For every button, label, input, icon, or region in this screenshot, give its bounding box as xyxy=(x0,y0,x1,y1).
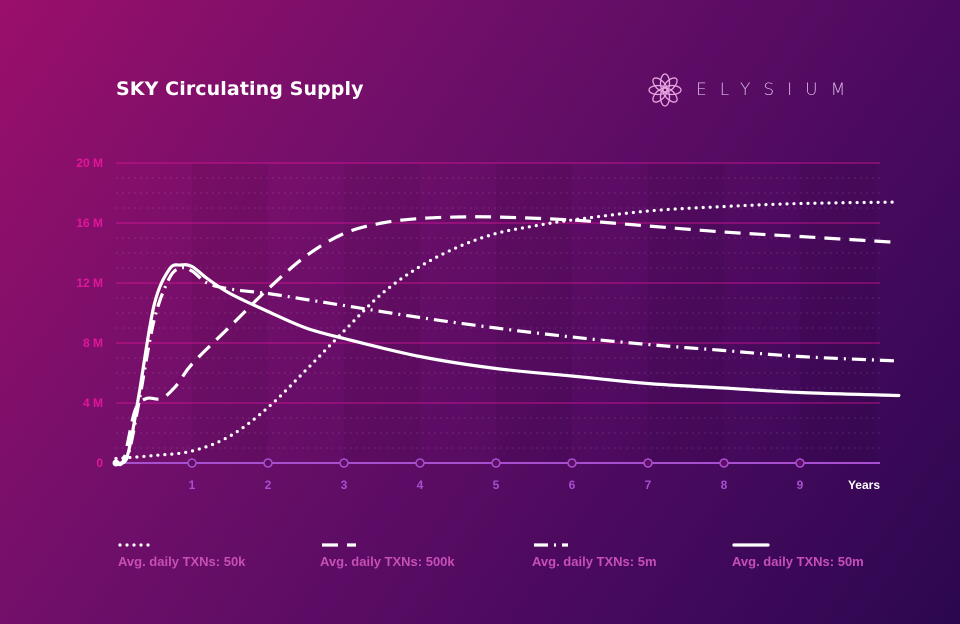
y-tick-label: 4 M xyxy=(83,396,103,410)
legend-item: Avg. daily TXNs: 50k xyxy=(118,534,245,569)
x-tick-label: 2 xyxy=(265,478,272,492)
year-band xyxy=(496,163,572,463)
x-tick-label: 1 xyxy=(189,478,196,492)
x-tick-label: 8 xyxy=(721,478,728,492)
x-tick-label: 9 xyxy=(797,478,804,492)
x-tick-label: 3 xyxy=(341,478,348,492)
legend-label: Avg. daily TXNs: 50m xyxy=(732,554,864,569)
y-tick-label: 12 M xyxy=(76,276,103,290)
year-band xyxy=(800,163,876,463)
grid-lines xyxy=(116,162,880,449)
year-band xyxy=(648,163,724,463)
x-tick-marker xyxy=(263,458,273,468)
legend-swatch xyxy=(732,543,770,547)
x-tick-marker xyxy=(491,458,501,468)
y-tick-label: 0 xyxy=(96,456,103,470)
legend-item: Avg. daily TXNs: 500k xyxy=(320,534,455,569)
y-tick-label: 16 M xyxy=(76,216,103,230)
series-line-4 xyxy=(114,263,901,465)
swirl-logo-icon xyxy=(648,73,682,107)
x-tick-marker xyxy=(719,458,729,468)
x-tick-label: 4 xyxy=(417,478,424,492)
x-tick-marker xyxy=(643,458,653,468)
legend-swatch xyxy=(322,543,356,547)
origin-point xyxy=(112,459,120,467)
legend-label: Avg. daily TXNs: 5m xyxy=(532,554,657,569)
y-tick-label: 8 M xyxy=(83,336,103,350)
legend-item: Avg. daily TXNs: 5m xyxy=(532,534,657,569)
x-tick-label: 6 xyxy=(569,478,576,492)
legend-item: Avg. daily TXNs: 50m xyxy=(732,534,864,569)
x-tick-marker xyxy=(415,458,425,468)
legend-swatch xyxy=(118,543,156,547)
series-lines xyxy=(112,200,901,467)
chart-title: SKY Circulating Supply xyxy=(116,78,364,100)
background-bands xyxy=(192,163,876,463)
x-tick-marker xyxy=(795,458,805,468)
legend-label: Avg. daily TXNs: 50k xyxy=(118,554,246,569)
series-line-3 xyxy=(115,266,899,465)
y-axis-labels: 0 4 M 8 M 12 M 16 M 20 M xyxy=(76,156,103,470)
brand-name: ELYSIUM xyxy=(696,80,859,100)
x-tick-marker xyxy=(567,458,577,468)
x-axis: 1 2 3 4 5 6 7 8 9 Years xyxy=(116,458,880,492)
x-tick-label: 7 xyxy=(645,478,652,492)
x-tick-marker xyxy=(339,458,349,468)
y-tick-label: 20 M xyxy=(76,156,103,170)
legend-swatch xyxy=(534,543,568,547)
series-line-2 xyxy=(115,215,899,467)
x-tick-label: 5 xyxy=(493,478,500,492)
year-band xyxy=(192,163,268,463)
x-tick-marker xyxy=(187,458,197,468)
brand: ELYSIUM xyxy=(648,72,858,108)
legend-label: Avg. daily TXNs: 500k xyxy=(320,554,455,569)
x-axis-title: Years xyxy=(848,478,880,492)
